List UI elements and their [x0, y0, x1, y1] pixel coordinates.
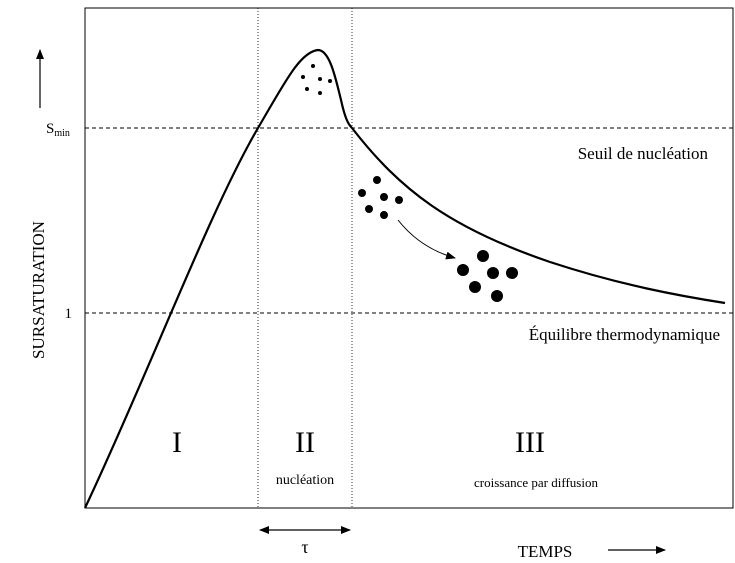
threshold-label: Seuil de nucléation: [578, 144, 709, 163]
smin-label: Smin: [46, 121, 70, 139]
supersaturation-curve: [84, 48, 726, 509]
tau-label: τ: [301, 537, 308, 557]
y-axis-label: SURSATURATION: [29, 221, 48, 359]
one-label: 1: [65, 306, 73, 322]
equilibrium-label: Équilibre thermodynamique: [529, 325, 720, 344]
phase-caption: nucléation: [276, 473, 334, 488]
small-particles: [358, 176, 403, 219]
x-axis-label: TEMPS: [518, 542, 573, 561]
phase-numeral: III: [515, 426, 545, 459]
nuclei: [301, 64, 332, 95]
growth-arrow: [397, 219, 456, 260]
smin-sub: min: [54, 128, 70, 139]
phase-caption: croissance par diffusion: [474, 475, 598, 490]
phase-numeral: I: [172, 426, 182, 459]
phase-numeral: II: [295, 426, 315, 459]
large-particles: [457, 250, 518, 302]
frame: [84, 7, 734, 509]
smin-main: S: [46, 121, 54, 137]
